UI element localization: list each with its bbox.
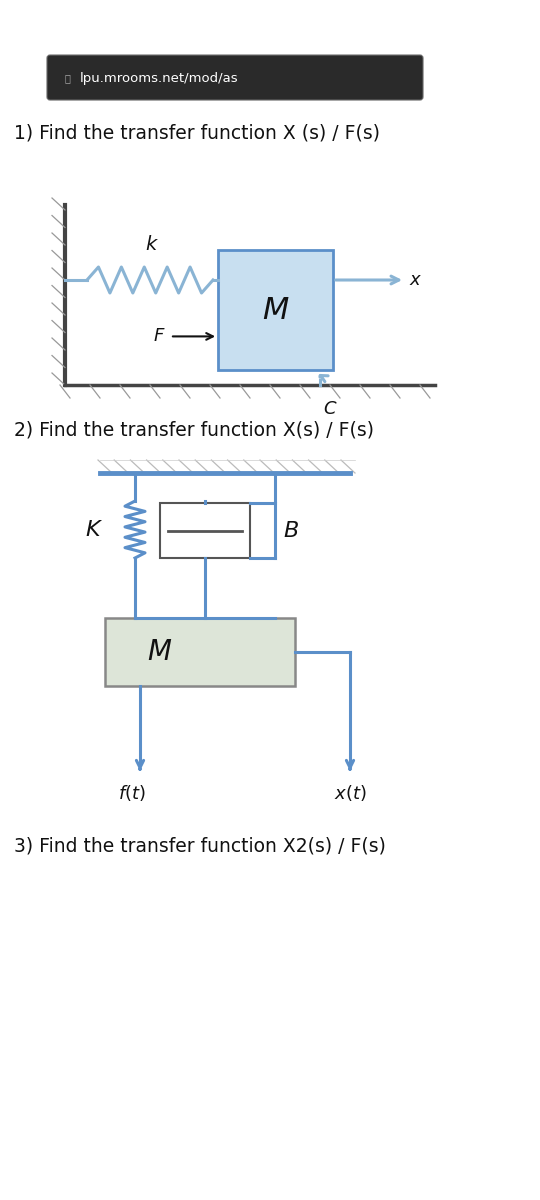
Text: 1) Find the transfer function X (s) / F(s): 1) Find the transfer function X (s) / F(… bbox=[14, 124, 380, 142]
FancyBboxPatch shape bbox=[47, 55, 423, 100]
Text: $M$: $M$ bbox=[147, 638, 173, 666]
Text: ⋮: ⋮ bbox=[504, 73, 526, 94]
Text: 14%: 14% bbox=[462, 16, 490, 29]
Text: $k$: $k$ bbox=[145, 235, 158, 254]
Text: $K$: $K$ bbox=[85, 520, 103, 540]
Text: 1:04: 1:04 bbox=[70, 14, 104, 30]
Text: 20: 20 bbox=[444, 72, 462, 84]
Text: lpu.mrooms.net/mod/as: lpu.mrooms.net/mod/as bbox=[80, 72, 239, 84]
Text: ≡: ≡ bbox=[89, 1144, 112, 1172]
Bar bbox=[218, 250, 333, 370]
Bar bbox=[160, 503, 250, 558]
Text: $x(t)$: $x(t)$ bbox=[334, 784, 366, 803]
Text: 🔒: 🔒 bbox=[65, 73, 71, 83]
Text: $C$: $C$ bbox=[323, 400, 338, 418]
Text: ○: ○ bbox=[260, 1146, 280, 1170]
Text: $B$: $B$ bbox=[283, 521, 299, 540]
Text: 2) Find the transfer function X(s) / F(s): 2) Find the transfer function X(s) / F(s… bbox=[14, 420, 374, 439]
Text: ⌂: ⌂ bbox=[16, 70, 28, 88]
Text: $F$: $F$ bbox=[153, 328, 166, 346]
Text: ◁: ◁ bbox=[432, 1148, 448, 1168]
Text: $M$: $M$ bbox=[262, 295, 289, 324]
Text: 3) Find the transfer function X2(s) / F(s): 3) Find the transfer function X2(s) / F(… bbox=[14, 836, 386, 856]
Bar bbox=[105, 618, 295, 686]
Text: $f(t)$: $f(t)$ bbox=[118, 784, 146, 803]
Text: $x$: $x$ bbox=[409, 271, 422, 289]
